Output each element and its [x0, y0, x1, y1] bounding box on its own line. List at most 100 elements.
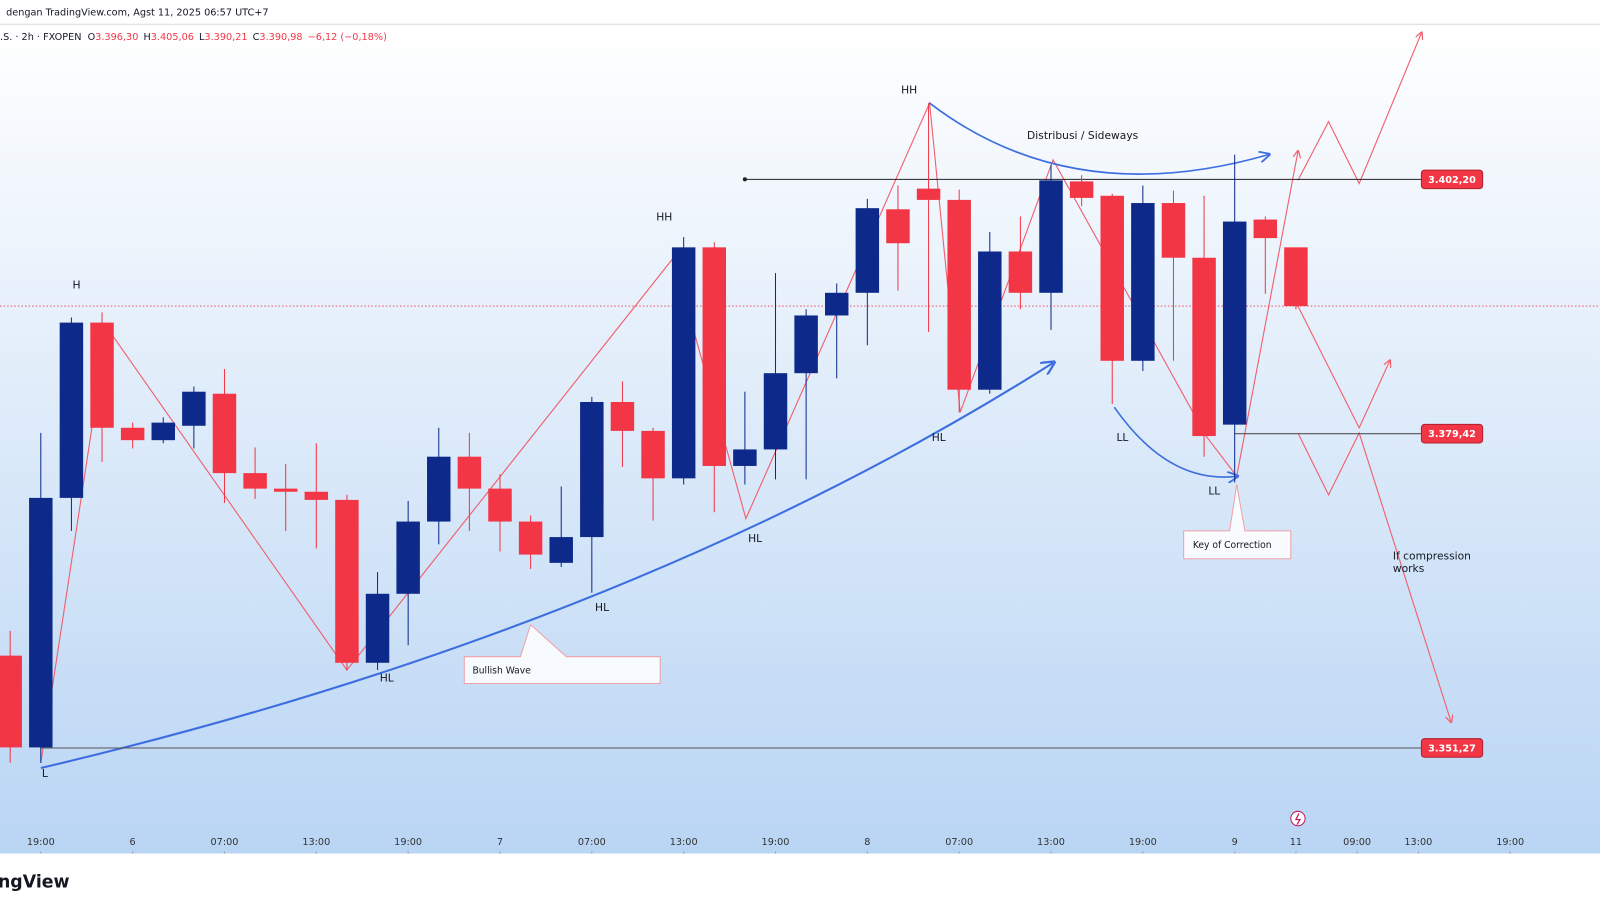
source: dengan TradingView.com, Agst 11, 2025 06…: [6, 7, 268, 18]
candle-body: [794, 315, 818, 374]
x-tick-label: 09:00: [1343, 837, 1371, 848]
sideways-arrow: [929, 102, 1269, 175]
projection-mid: [1297, 305, 1390, 430]
ohlc-value: 3.405,06: [151, 32, 194, 43]
candle-body: [580, 401, 604, 538]
x-tick-label: 19:00: [27, 837, 55, 848]
x-tick-label: 13:00: [1037, 837, 1065, 848]
level-box: [1420, 738, 1484, 758]
annotation: Distribusi / Sideways: [1027, 129, 1139, 142]
candle-body: [610, 401, 635, 431]
x-tick-label: 13:00: [670, 837, 698, 848]
x-tick-label: 07:00: [211, 837, 239, 848]
candle-body: [886, 209, 910, 244]
annotation: H: [73, 279, 81, 292]
candle-body: [763, 373, 788, 450]
candle-body: [671, 247, 696, 479]
trend-arrow: [40, 363, 1053, 770]
footer-background: [0, 853, 1600, 900]
projection-down: [1297, 431, 1451, 722]
annotation: HH: [656, 210, 672, 223]
callout-correction: [1183, 484, 1292, 560]
logo: ngView: [0, 872, 70, 892]
annotation: works: [1393, 562, 1425, 575]
x-tick-label: 13:00: [302, 837, 330, 848]
level-anchor: [742, 177, 747, 182]
annotation: HL: [932, 431, 946, 444]
candle-body: [273, 488, 298, 492]
candle-body: [733, 449, 757, 466]
ohlc-label: L: [199, 32, 205, 43]
event-icon: [1290, 810, 1306, 827]
labels: 19:00 6 07:00 13:00 19:00 7 07:00 13:00 19:00 8 07…: [27, 84, 1524, 854]
x-tick-label: 19:00: [1496, 837, 1524, 848]
candle-body: [120, 427, 145, 441]
candle-body: [1008, 251, 1033, 293]
annotation: L: [42, 767, 48, 780]
candle-body: [1192, 257, 1216, 437]
candle-body: [978, 251, 1002, 390]
annotation: HL: [748, 532, 762, 545]
x-tick-label: 11: [1290, 837, 1302, 848]
candle-body: [916, 188, 941, 200]
level-label: 3.351,27: [1428, 743, 1476, 754]
candle-body: [1161, 203, 1186, 258]
candle-body: [0, 655, 22, 748]
candle-body: [151, 422, 175, 441]
candle-body: [1284, 247, 1308, 307]
level-box: [1420, 169, 1484, 190]
x-tick-label: 19:00: [394, 837, 422, 848]
annotation: Bullish Wave: [472, 666, 531, 677]
candle-body: [1222, 221, 1247, 425]
correction-arrow: [1113, 406, 1236, 477]
x-tick-label: 9: [1232, 837, 1238, 848]
candle-body: [29, 497, 53, 748]
candle-body: [243, 473, 267, 489]
candle-body: [335, 499, 359, 663]
annotation: HL: [380, 671, 394, 684]
annotation: HL: [595, 601, 609, 614]
symbol: .S. · 2h · FXOPEN: [0, 32, 81, 43]
ohlc-label: H: [143, 32, 150, 43]
candle-body: [702, 247, 727, 466]
drawings: [40, 33, 1451, 827]
level-label: 3.402,20: [1428, 175, 1476, 186]
candle-body: [1100, 195, 1124, 361]
x-tick-label: 19:00: [762, 837, 790, 848]
ohlc-label: O: [88, 32, 96, 43]
annotation: If compression: [1393, 550, 1471, 563]
candle-body: [59, 322, 84, 498]
symbol-line: .S. · 2h · FXOPEN O3.396,30 H3.405,06 L3.39…: [0, 32, 387, 43]
candle-body: [488, 488, 512, 522]
annotation: HH: [901, 84, 917, 97]
ohlc-label: C: [253, 32, 260, 43]
candle-body: [947, 199, 971, 390]
candle-body: [212, 393, 237, 474]
levels: 3.402,20 3.379,42 3.351,27: [0, 169, 1600, 758]
ohlc-value: 3.390,21: [204, 32, 247, 43]
x-tick-label: 13:00: [1404, 837, 1432, 848]
level-label: 3.379,42: [1428, 429, 1476, 440]
level-box: [1420, 423, 1484, 444]
callout-bullish: [463, 623, 661, 685]
candle-body: [1253, 219, 1278, 239]
candle-body: [1131, 203, 1155, 361]
candle-body: [855, 208, 880, 293]
x-tick-label: 7: [497, 837, 503, 848]
candle-body: [549, 537, 573, 563]
x-tick-label: 8: [864, 837, 870, 848]
candle-body: [641, 430, 665, 479]
ohlc-value: 3.390,98: [259, 32, 302, 43]
candle-body: [427, 456, 451, 522]
plot-background: [0, 24, 1600, 854]
candle-body: [1069, 181, 1094, 198]
candle-body: [304, 491, 329, 500]
annotation: LL: [1116, 431, 1128, 444]
candle-body: [182, 391, 206, 426]
x-tick-label: 07:00: [578, 837, 606, 848]
x-tick-label: 19:00: [1129, 837, 1157, 848]
candles: [0, 103, 1308, 763]
zigzag: [40, 100, 1298, 763]
